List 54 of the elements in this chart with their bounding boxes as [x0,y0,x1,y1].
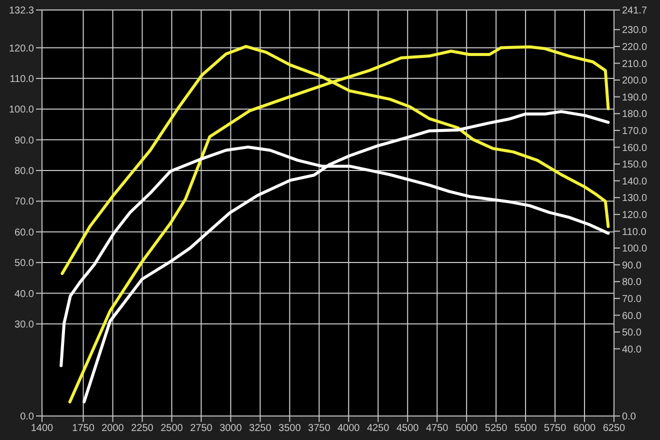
y2-tick-label: 200.0 [622,76,648,87]
x-tick-label: 4750 [426,423,449,434]
x-tick-label: 3250 [249,423,272,434]
y-tick-label: 110.0 [10,74,34,85]
y-tick-label: 60.0 [14,227,34,238]
x-tick-label: 6250 [602,423,626,434]
x-tick-label: 1400 [30,423,54,434]
y2-tick-label: 100.0 [622,244,648,255]
x-tick-label: 2000 [102,423,124,434]
x-tick-label: 4250 [367,423,390,434]
y2-tick-label: 40.0 [622,344,642,356]
y-tick-label: 40.0 [14,288,34,300]
x-tick-label: 5000 [455,423,478,434]
y-tick-label: 0.0 [20,412,34,423]
y2-tick-label: 60.0 [622,310,642,322]
y2-tick-label: 140.0 [622,176,648,188]
x-tick-label: 3500 [278,423,302,434]
x-tick-label: 5250 [484,423,508,434]
y2-tick-label: 130.0 [622,193,648,204]
y2-tick-label: 180.0 [622,109,648,120]
y2-tick-label: 50.0 [622,328,642,339]
y-tick-label: 132.3 [8,6,34,17]
x-tick-label: 1750 [72,423,95,434]
x-tick-label: 6000 [573,423,596,434]
x-tick-label: 2500 [160,423,184,434]
y2-tick-label: 190.0 [622,92,648,104]
y2-tick-label: 150.0 [622,160,648,171]
y2-tick-label: 70.0 [622,294,642,305]
x-tick-label: 3750 [308,423,331,434]
x-tick-label: 2250 [131,423,154,434]
x-tick-label: 2750 [190,423,213,434]
x-tick-label: 5750 [544,423,567,434]
x-tick-label: 3000 [220,423,242,434]
y2-tick-label: 120.0 [622,210,648,221]
x-tick-label: 4000 [338,423,360,434]
y2-tick-label: 170.0 [622,126,648,137]
y-tick-label: 120.0 [8,43,34,54]
y2-tick-label: 0.0 [622,412,636,423]
y-tick-label: 50.0 [14,258,34,270]
y2-tick-label: 110.0 [622,226,647,238]
y2-tick-label: 220.0 [622,42,648,53]
y2-tick-label: 210.0 [622,58,648,70]
y2-tick-label: 160.0 [622,142,648,154]
x-tick-label: 4500 [396,423,420,434]
x-tick-label: 5500 [514,423,538,434]
y-tick-label: 70.0 [14,196,34,208]
y-tick-label: 100.0 [8,104,34,116]
y-tick-label: 30.0 [14,319,34,330]
y-tick-label: 80.0 [14,166,34,178]
y2-tick-label: 80.0 [622,277,642,288]
y-tick-label: 90.0 [14,135,34,146]
y2-tick-label: 230.0 [622,25,648,36]
y2-tick-label: 241.7 [622,6,648,17]
y2-tick-label: 90.0 [622,260,642,272]
